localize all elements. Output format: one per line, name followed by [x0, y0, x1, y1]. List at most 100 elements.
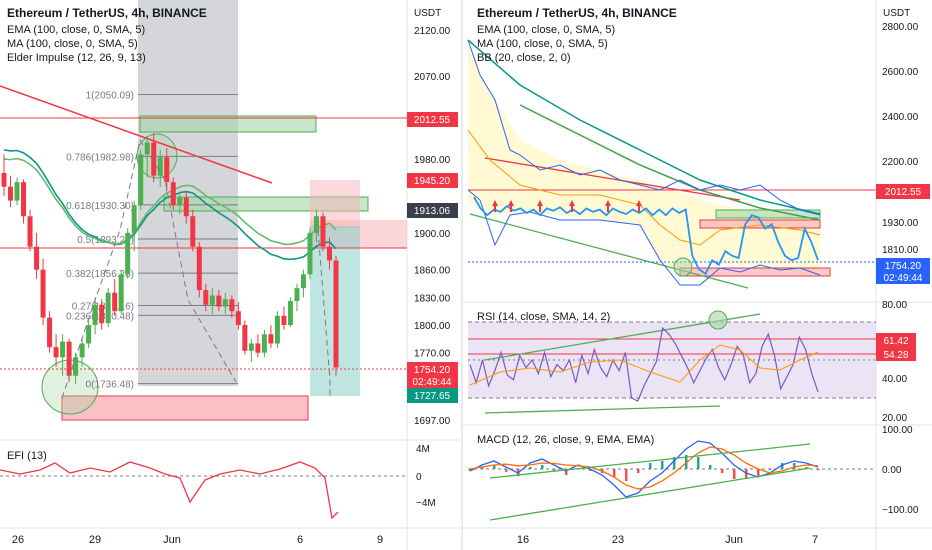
- candle-body: [268, 334, 274, 344]
- right-indicator-3: BB (20, close, 2, 0): [477, 52, 571, 64]
- candle-body: [320, 216, 326, 247]
- left-efi-pane: [0, 444, 407, 528]
- left-price-badge: [407, 112, 458, 127]
- buy-arrow-icon: [537, 200, 543, 212]
- macd-tick-100: 100.00: [882, 425, 913, 436]
- left-price-badge: [407, 203, 458, 218]
- right-axis-unit: USDT: [883, 8, 910, 19]
- left-price-badge-label: 1913.06: [414, 206, 451, 217]
- candle-body: [229, 299, 235, 312]
- right-time-tick: 23: [612, 534, 624, 546]
- right-price-axis: USDT 2800.002600.002400.002200.002050.00…: [882, 8, 919, 283]
- fib-level-label: 0.5(1893.29): [77, 235, 134, 246]
- candle-body: [144, 142, 150, 155]
- left-price-badge: [407, 173, 458, 188]
- macd-hist-bar: [565, 469, 568, 475]
- left-price-badge-sublabel: 02:49:44: [413, 377, 452, 388]
- left-price-tick: 1697.00: [414, 416, 451, 427]
- right-green-trend: [469, 213, 749, 289]
- macd-hist-bar: [769, 469, 772, 470]
- efi-tick-0: 0: [416, 472, 422, 483]
- left-price-tick: 1860.00: [414, 266, 451, 277]
- rsi-label: RSI (14, close, SMA, 14, 2): [477, 311, 610, 323]
- macd-hist-bar: [697, 457, 700, 469]
- left-candles: [1, 133, 339, 385]
- macd-hist-bar: [637, 469, 640, 473]
- candle-body: [287, 301, 293, 326]
- candle-body: [242, 325, 248, 351]
- right-time-tick: 16: [517, 534, 529, 546]
- left-price-badge: [407, 362, 458, 388]
- right-indicator-1: EMA (100, close, 0, SMA, 5): [477, 24, 615, 36]
- left-indicator-3: Elder Impulse (12, 26, 9, 13): [7, 52, 146, 64]
- macd-hist-bar: [793, 463, 796, 469]
- candle-body: [125, 232, 131, 275]
- right-signal-arrows: [492, 200, 642, 212]
- right-price-tick: 2200.00: [882, 157, 919, 168]
- candle-body: [235, 311, 241, 326]
- macd-hist-bar: [721, 469, 724, 473]
- right-price-badge-sublabel: 02:49:44: [884, 273, 923, 284]
- buy-arrow-icon: [508, 200, 514, 212]
- candle-body: [261, 334, 267, 353]
- right-circle: [673, 257, 693, 277]
- macd-histogram: [469, 455, 820, 481]
- candle-body: [300, 274, 306, 289]
- left-price-tick: 1900.00: [414, 229, 451, 240]
- macd-hist-bar: [649, 463, 652, 469]
- macd-hist-bar: [673, 457, 676, 469]
- candle-body: [281, 315, 287, 326]
- left-price-badge: [407, 388, 458, 403]
- candle-body: [73, 357, 79, 376]
- left-time-tick: 6: [297, 534, 303, 546]
- rsi-tick-40: 40.00: [882, 374, 907, 385]
- right-price-tick: 2400.00: [882, 112, 919, 123]
- right-price-badge-label: 1754.20: [885, 261, 922, 272]
- macd-green-top: [489, 443, 811, 479]
- candle-body: [112, 292, 118, 312]
- rsi-line: [469, 326, 819, 402]
- macd-hist-bar: [589, 469, 592, 471]
- left-ma-line: [3, 157, 337, 246]
- candle-body: [86, 325, 92, 344]
- right-price-tick: 1810.00: [882, 245, 919, 256]
- candle-body: [313, 216, 319, 233]
- candle-body: [1, 172, 7, 187]
- candle-body: [118, 274, 124, 312]
- macd-tick-neg100: −100.00: [882, 505, 919, 516]
- right-time-axis: 16 23 Jun 7: [517, 534, 818, 546]
- macd-hist-bar: [661, 461, 664, 469]
- left-indicator-2: MA (100, close, 0, SMA, 5): [7, 38, 138, 50]
- bb-mid: [467, 129, 821, 246]
- candle-body: [203, 290, 209, 305]
- left-price-badge-label: 1754.20: [414, 365, 451, 376]
- macd-hist-bar: [493, 465, 496, 469]
- rsi-badge-label: 61.42: [883, 336, 908, 347]
- left-price-tick: 1980.00: [414, 155, 451, 166]
- efi-label: EFI (13): [7, 450, 47, 462]
- candle-body: [209, 295, 215, 305]
- buy-arrow-icon: [605, 200, 611, 212]
- fib-level-label: 0.382(1856.28): [66, 269, 134, 280]
- left-time-tick: 29: [89, 534, 101, 546]
- candle-body: [151, 142, 157, 176]
- macd-hist-bar: [817, 469, 820, 471]
- rsi-tick-20: 20.00: [882, 413, 907, 424]
- candle-body: [47, 317, 53, 348]
- candle-body: [157, 157, 163, 176]
- rsi-badges: 61.42 54.28: [876, 333, 916, 361]
- left-time-axis: 26 29 Jun 6 9: [12, 534, 383, 546]
- fib-level-label: 1(2050.09): [86, 90, 134, 101]
- left-time-tick: 26: [12, 534, 24, 546]
- left-axis-unit: USDT: [414, 8, 441, 19]
- macd-hist-bar: [529, 467, 532, 469]
- right-drawings: [467, 39, 876, 289]
- left-price-tick: 1830.00: [414, 293, 451, 304]
- buy-arrow-icon: [569, 200, 575, 212]
- candle-body: [196, 246, 202, 290]
- left-price-tick: 1770.00: [414, 349, 451, 360]
- macd-hist-bar: [625, 469, 628, 481]
- rsi-badge: [876, 347, 916, 361]
- ma-line: [519, 104, 821, 221]
